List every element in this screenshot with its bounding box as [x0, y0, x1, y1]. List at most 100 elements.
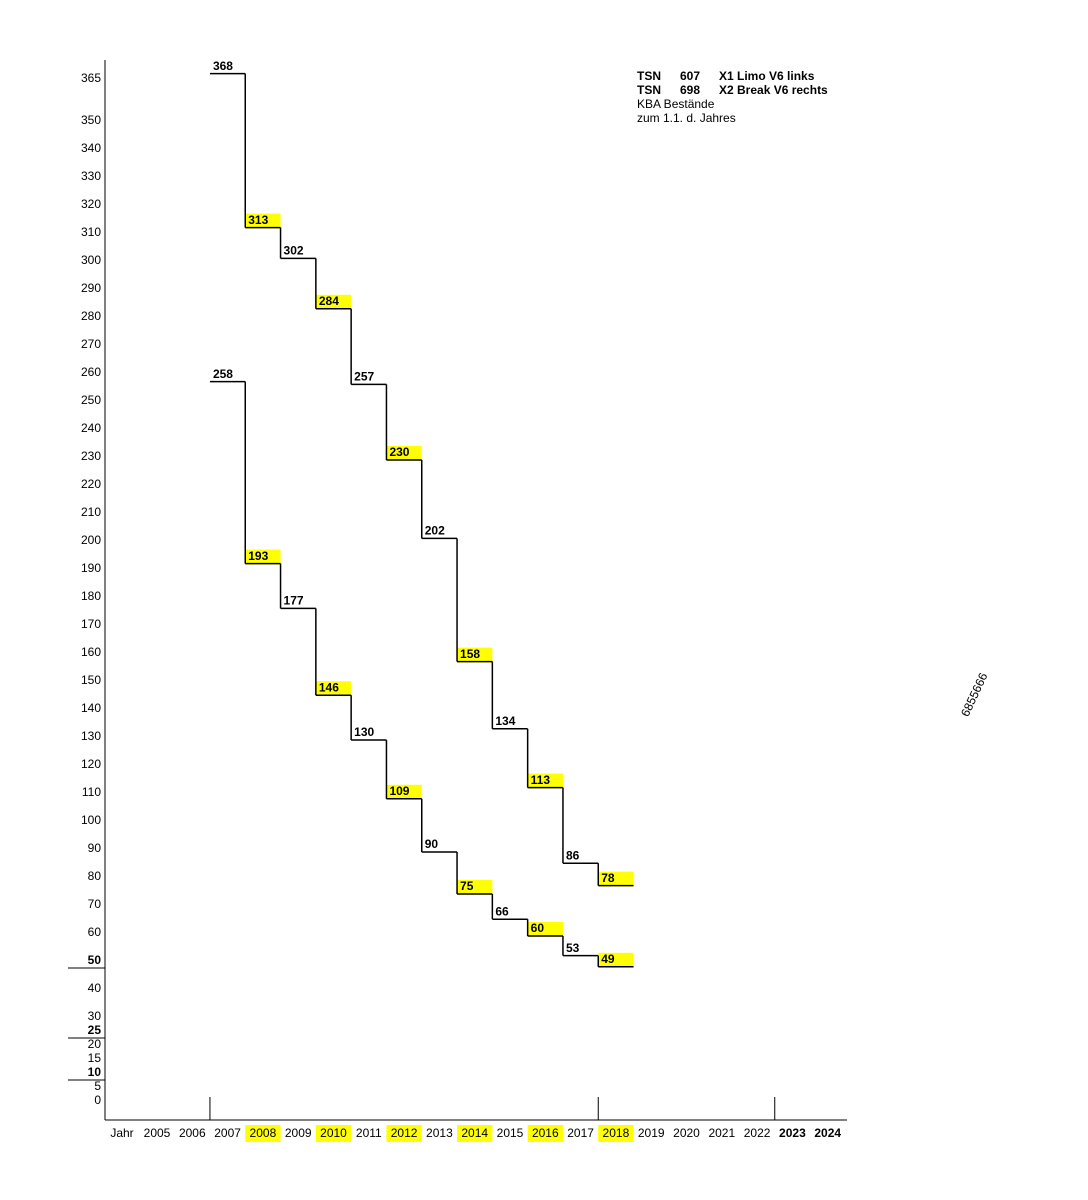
- y-tick-label: 290: [81, 281, 101, 295]
- note: KBA Bestände: [637, 97, 715, 111]
- value-label: 130: [354, 725, 374, 739]
- value-label: 258: [213, 367, 233, 381]
- x-tick-label: 2016: [532, 1126, 559, 1140]
- x-tick-label: 2022: [744, 1126, 771, 1140]
- value-label: 66: [495, 904, 509, 918]
- value-highlight: [598, 871, 634, 886]
- value-highlight: [457, 880, 493, 894]
- y-tick-label: 270: [81, 337, 101, 351]
- y-tick-label: 230: [81, 449, 101, 463]
- value-label: 109: [389, 784, 409, 798]
- y-tick-label: 110: [82, 785, 101, 799]
- value-label: 90: [425, 837, 439, 851]
- value-label: 284: [319, 294, 339, 308]
- x-axis-label: Jahr: [110, 1126, 133, 1140]
- y-tick-label: 240: [81, 421, 101, 435]
- value-label: 202: [425, 524, 445, 538]
- y-tick-label: 300: [81, 253, 101, 267]
- value-highlight: [386, 446, 422, 460]
- x-tick-label: 2010: [320, 1126, 347, 1140]
- value-label: 113: [531, 773, 551, 787]
- value-label: 230: [389, 445, 409, 459]
- value-label: 368: [213, 59, 233, 73]
- y-tick-label: 310: [81, 225, 101, 239]
- y-tick-label: 15: [88, 1051, 102, 1065]
- y-tick-label: 20: [88, 1037, 102, 1051]
- value-highlight: [245, 213, 281, 228]
- y-tick-label: 190: [81, 561, 101, 575]
- y-tick-label: 40: [88, 981, 102, 995]
- legend-code: TSN: [637, 83, 661, 97]
- y-tick-label: 150: [81, 673, 101, 687]
- legend-label: X1 Limo V6 links: [719, 69, 815, 83]
- y-tick-label: 90: [88, 841, 102, 855]
- x-tick-label: 2011: [356, 1126, 382, 1140]
- x-tick-label: 2008: [250, 1126, 277, 1140]
- value-label: 257: [354, 370, 374, 384]
- value-label: 313: [248, 213, 268, 227]
- x-tick-label: 2018: [603, 1126, 630, 1140]
- y-tick-label: 60: [88, 925, 102, 939]
- y-tick-label: 5: [94, 1079, 101, 1093]
- x-tick-label: 2012: [391, 1126, 418, 1140]
- x-tick-label: 2014: [461, 1126, 488, 1140]
- y-tick-label: 160: [81, 645, 101, 659]
- y-tick-label: 130: [81, 729, 101, 743]
- value-label: 75: [460, 879, 474, 893]
- y-tick-label: 170: [81, 617, 101, 631]
- y-tick-label: 220: [81, 477, 101, 491]
- y-tick-label: 50: [88, 953, 102, 967]
- value-highlight: [527, 773, 563, 788]
- legend-code: TSN: [637, 69, 661, 83]
- x-tick-label: 2024: [814, 1126, 841, 1140]
- value-label: 60: [531, 921, 545, 935]
- x-highlight: [598, 1125, 634, 1142]
- y-tick-label: 350: [81, 113, 101, 127]
- value-label: 146: [319, 680, 339, 694]
- y-tick-label: 25: [88, 1023, 102, 1037]
- y-tick-label: 320: [81, 197, 101, 211]
- x-tick-label: 2017: [567, 1126, 594, 1140]
- y-tick-label: 0: [94, 1093, 101, 1107]
- y-tick-label: 100: [81, 813, 101, 827]
- value-label: 193: [248, 549, 268, 563]
- y-tick-label: 80: [88, 869, 102, 883]
- value-highlight: [457, 647, 493, 662]
- x-tick-label: 2021: [708, 1126, 735, 1140]
- value-label: 86: [566, 848, 580, 862]
- value-label: 49: [601, 952, 615, 966]
- x-tick-label: 2020: [673, 1126, 700, 1140]
- x-tick-label: 2019: [638, 1126, 665, 1140]
- value-label: 177: [284, 594, 304, 608]
- y-tick-label: 70: [88, 897, 102, 911]
- x-highlight: [315, 1125, 352, 1142]
- y-tick-label: 30: [88, 1009, 102, 1023]
- y-tick-label: 280: [81, 309, 101, 323]
- x-tick-label: 2005: [144, 1126, 171, 1140]
- value-highlight: [527, 922, 563, 936]
- value-label: 134: [495, 714, 515, 728]
- y-tick-label: 260: [81, 365, 101, 379]
- y-tick-label: 180: [81, 589, 101, 603]
- x-highlight: [386, 1125, 422, 1142]
- y-tick-label: 200: [81, 533, 101, 547]
- value-highlight: [315, 681, 352, 696]
- x-tick-label: 2013: [426, 1126, 453, 1140]
- y-tick-label: 365: [81, 71, 101, 85]
- x-tick-label: 2007: [214, 1126, 241, 1140]
- annotation: 6855666: [958, 670, 991, 719]
- x-highlight: [527, 1125, 563, 1142]
- value-label: 53: [566, 941, 580, 955]
- value-highlight: [315, 294, 352, 309]
- y-tick-label: 210: [81, 505, 101, 519]
- legend-label: X2 Break V6 rechts: [719, 83, 828, 97]
- x-tick-label: 2006: [179, 1126, 206, 1140]
- x-tick-label: 2023: [779, 1126, 806, 1140]
- x-tick-label: 2009: [285, 1126, 312, 1140]
- value-label: 302: [284, 244, 304, 258]
- legend-number: 698: [680, 83, 700, 97]
- value-label: 78: [601, 871, 615, 885]
- y-tick-label: 330: [81, 169, 101, 183]
- y-tick-label: 120: [81, 757, 101, 771]
